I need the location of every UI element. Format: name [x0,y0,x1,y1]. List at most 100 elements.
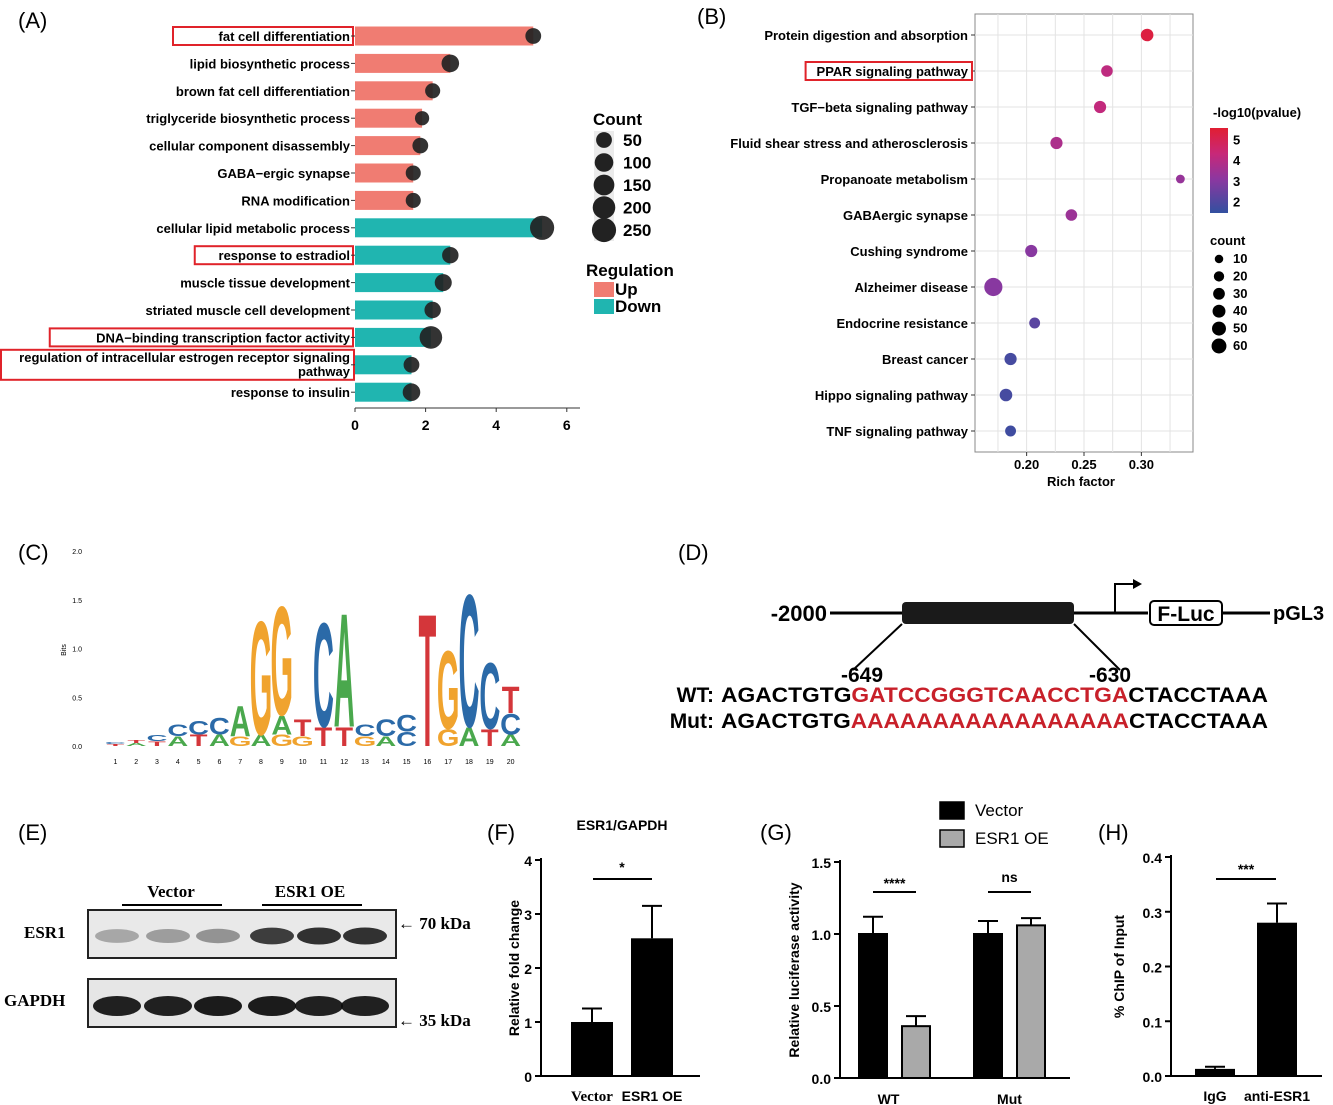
logo-position-1: 2 [134,759,138,766]
category-label-11: DNA−binding transcription factor activit… [96,330,351,345]
pathway-label-11: TNF signaling pathway [826,424,968,439]
pathway-label-1: PPAR signaling pathway [817,64,969,79]
pathway-label-9: Breast cancer [882,352,968,367]
bar-0-0 [858,933,888,1079]
count-dot-2 [425,83,441,99]
logo-letter-12-1: C [355,722,376,740]
pathway-dot-11 [1005,425,1017,437]
blot-size-70: ← 70 kDa [398,914,471,933]
size-legend-title: count [1210,233,1246,248]
y-tick-label-3: 0.3 [1143,905,1163,921]
wt-sequence-prefix: AGACTGTG [721,684,851,707]
y-axis-title: % ChIP of Input [1111,915,1127,1019]
legend-count-dot-0 [596,132,612,148]
logo-letter-8-1: A [271,710,292,740]
bar-1 [355,53,451,73]
logo-letter-19-0: A [500,731,521,749]
size-legend-label-3: 40 [1233,303,1247,318]
esr1-gapdh-bar-chart: 0 1 2 3 4 Relative fold change ESR1/GAPDH Vecto… [506,817,700,1105]
gapdh-bands [93,996,389,1016]
color-legend-tick-3: 2 [1233,195,1240,210]
bar-0 [571,1022,613,1076]
count-dot-7 [530,215,555,240]
category-label-5: GABA−ergic synapse [217,166,350,181]
size-legend-dot-5 [1211,338,1227,354]
x-tick-label-0: 0.20 [1014,457,1039,472]
wt-sequence-suffix: CTACCTAAA [1128,684,1268,707]
size-legend-label-4: 50 [1233,321,1247,336]
logo-letter-9-0: G [291,734,314,749]
y-tick-label-2: 1.0 [812,927,832,943]
zoom-line-right [1073,623,1121,671]
pathway-label-0: Protein digestion and absorption [764,28,968,43]
y-tick-label-0: 0.0 [1143,1069,1163,1085]
significance-label: *** [1238,861,1255,877]
logo-position-12: 13 [361,759,369,766]
logo-position-0: 1 [113,759,117,766]
y-tick-label-1: 1 [524,1015,532,1031]
y-axis-title: Relative luciferase activity [786,882,802,1057]
x-tick-label-1: Mut [997,1091,1022,1105]
pathway-dot-0 [1140,28,1154,42]
blot-size-35: ← 35 kDa [398,1011,471,1030]
panel-label-g: (G) [760,820,792,845]
logo-position-17: 18 [465,759,473,766]
gapdh-band-0 [93,996,141,1016]
logo-letter-11-1: A [334,579,355,761]
logo-position-15: 16 [424,759,432,766]
logo-letter-5-0: A [209,731,230,749]
size-legend-label-0: 10 [1233,251,1247,266]
legend-count-dot-2 [593,174,615,196]
size-legend-label-5: 60 [1233,338,1247,353]
y-tick-label-1: 0.1 [1143,1014,1163,1030]
count-dot-12 [403,356,420,373]
count-dot-6 [405,192,421,208]
bar-1 [1257,922,1297,1076]
logo-letter-6-1: A [230,697,251,745]
logo-letter-6-0: G [229,734,252,749]
logo-letter-18-1: C [479,643,500,748]
bar-0-1 [973,933,1003,1079]
bar-0 [355,26,534,46]
mut-sequence: AGACTGTG AAAAAAAAAAAAAAAAA CTACCTAAA [721,710,1268,733]
count-dot-8 [442,246,459,264]
legend-label-0: Vector [975,801,1024,820]
pathway-label-3: Fluid shear stress and atherosclerosis [730,136,968,151]
mut-sequence-site: AAAAAAAAAAAAAAAAA [851,710,1129,733]
legend-swatch-1 [939,829,965,848]
wt-sequence-site: GATCCGGGTCAACCTGA [851,684,1128,707]
legend-regulation-title: Regulation [586,261,674,280]
y-axis-title: Relative fold change [506,900,522,1036]
tss-arrow [1114,583,1135,613]
logo-letter-4-0: T [190,731,209,749]
go-enrichment-bar-chart: fat cell differentiation lipid biosynthet… [0,26,674,433]
gapdh-band-2 [194,996,242,1016]
zoom-line-left [852,623,903,671]
tss-arrow-head [1133,579,1142,589]
panel-label-b: (B) [697,4,726,29]
pathway-dot-10 [999,388,1013,402]
logo-letter-7-0: A [251,731,272,749]
color-legend-tick-2: 3 [1233,174,1240,189]
legend-count-label-0: 50 [623,131,642,150]
kegg-bubble-chart: Protein digestion and absorption PPAR sig… [730,13,1301,489]
logo-letter-11-0: T [335,722,353,752]
bar-12 [355,355,412,375]
logo-letter-7-1: G [250,587,273,769]
bar-1 [631,938,673,1076]
pathway-dot-9 [1004,352,1017,366]
pathway-dot-2 [1093,100,1107,114]
bar-1-1 [1016,924,1046,1079]
pathway-label-4: Propanoate metabolism [821,172,968,187]
wt-label: WT: [677,684,714,707]
promoter-construct-diagram: F-Luc -2000 pGL3 -649 -630 WT: AGACTGTG G… [670,579,1324,733]
legend-count-dot-4 [591,217,617,243]
category-label-3: triglyceride biosynthetic process [146,111,350,126]
legend-regulation-label-1: Down [615,297,661,316]
bar-4 [355,136,421,156]
x-tick-label-0: Vector [571,1089,613,1105]
logo-letter-9-1: T [294,714,312,741]
pathway-dot-3 [1050,136,1063,150]
logo-y-tick-0: 0.0 [72,744,82,751]
logo-y-tick-3: 1.5 [72,598,82,605]
